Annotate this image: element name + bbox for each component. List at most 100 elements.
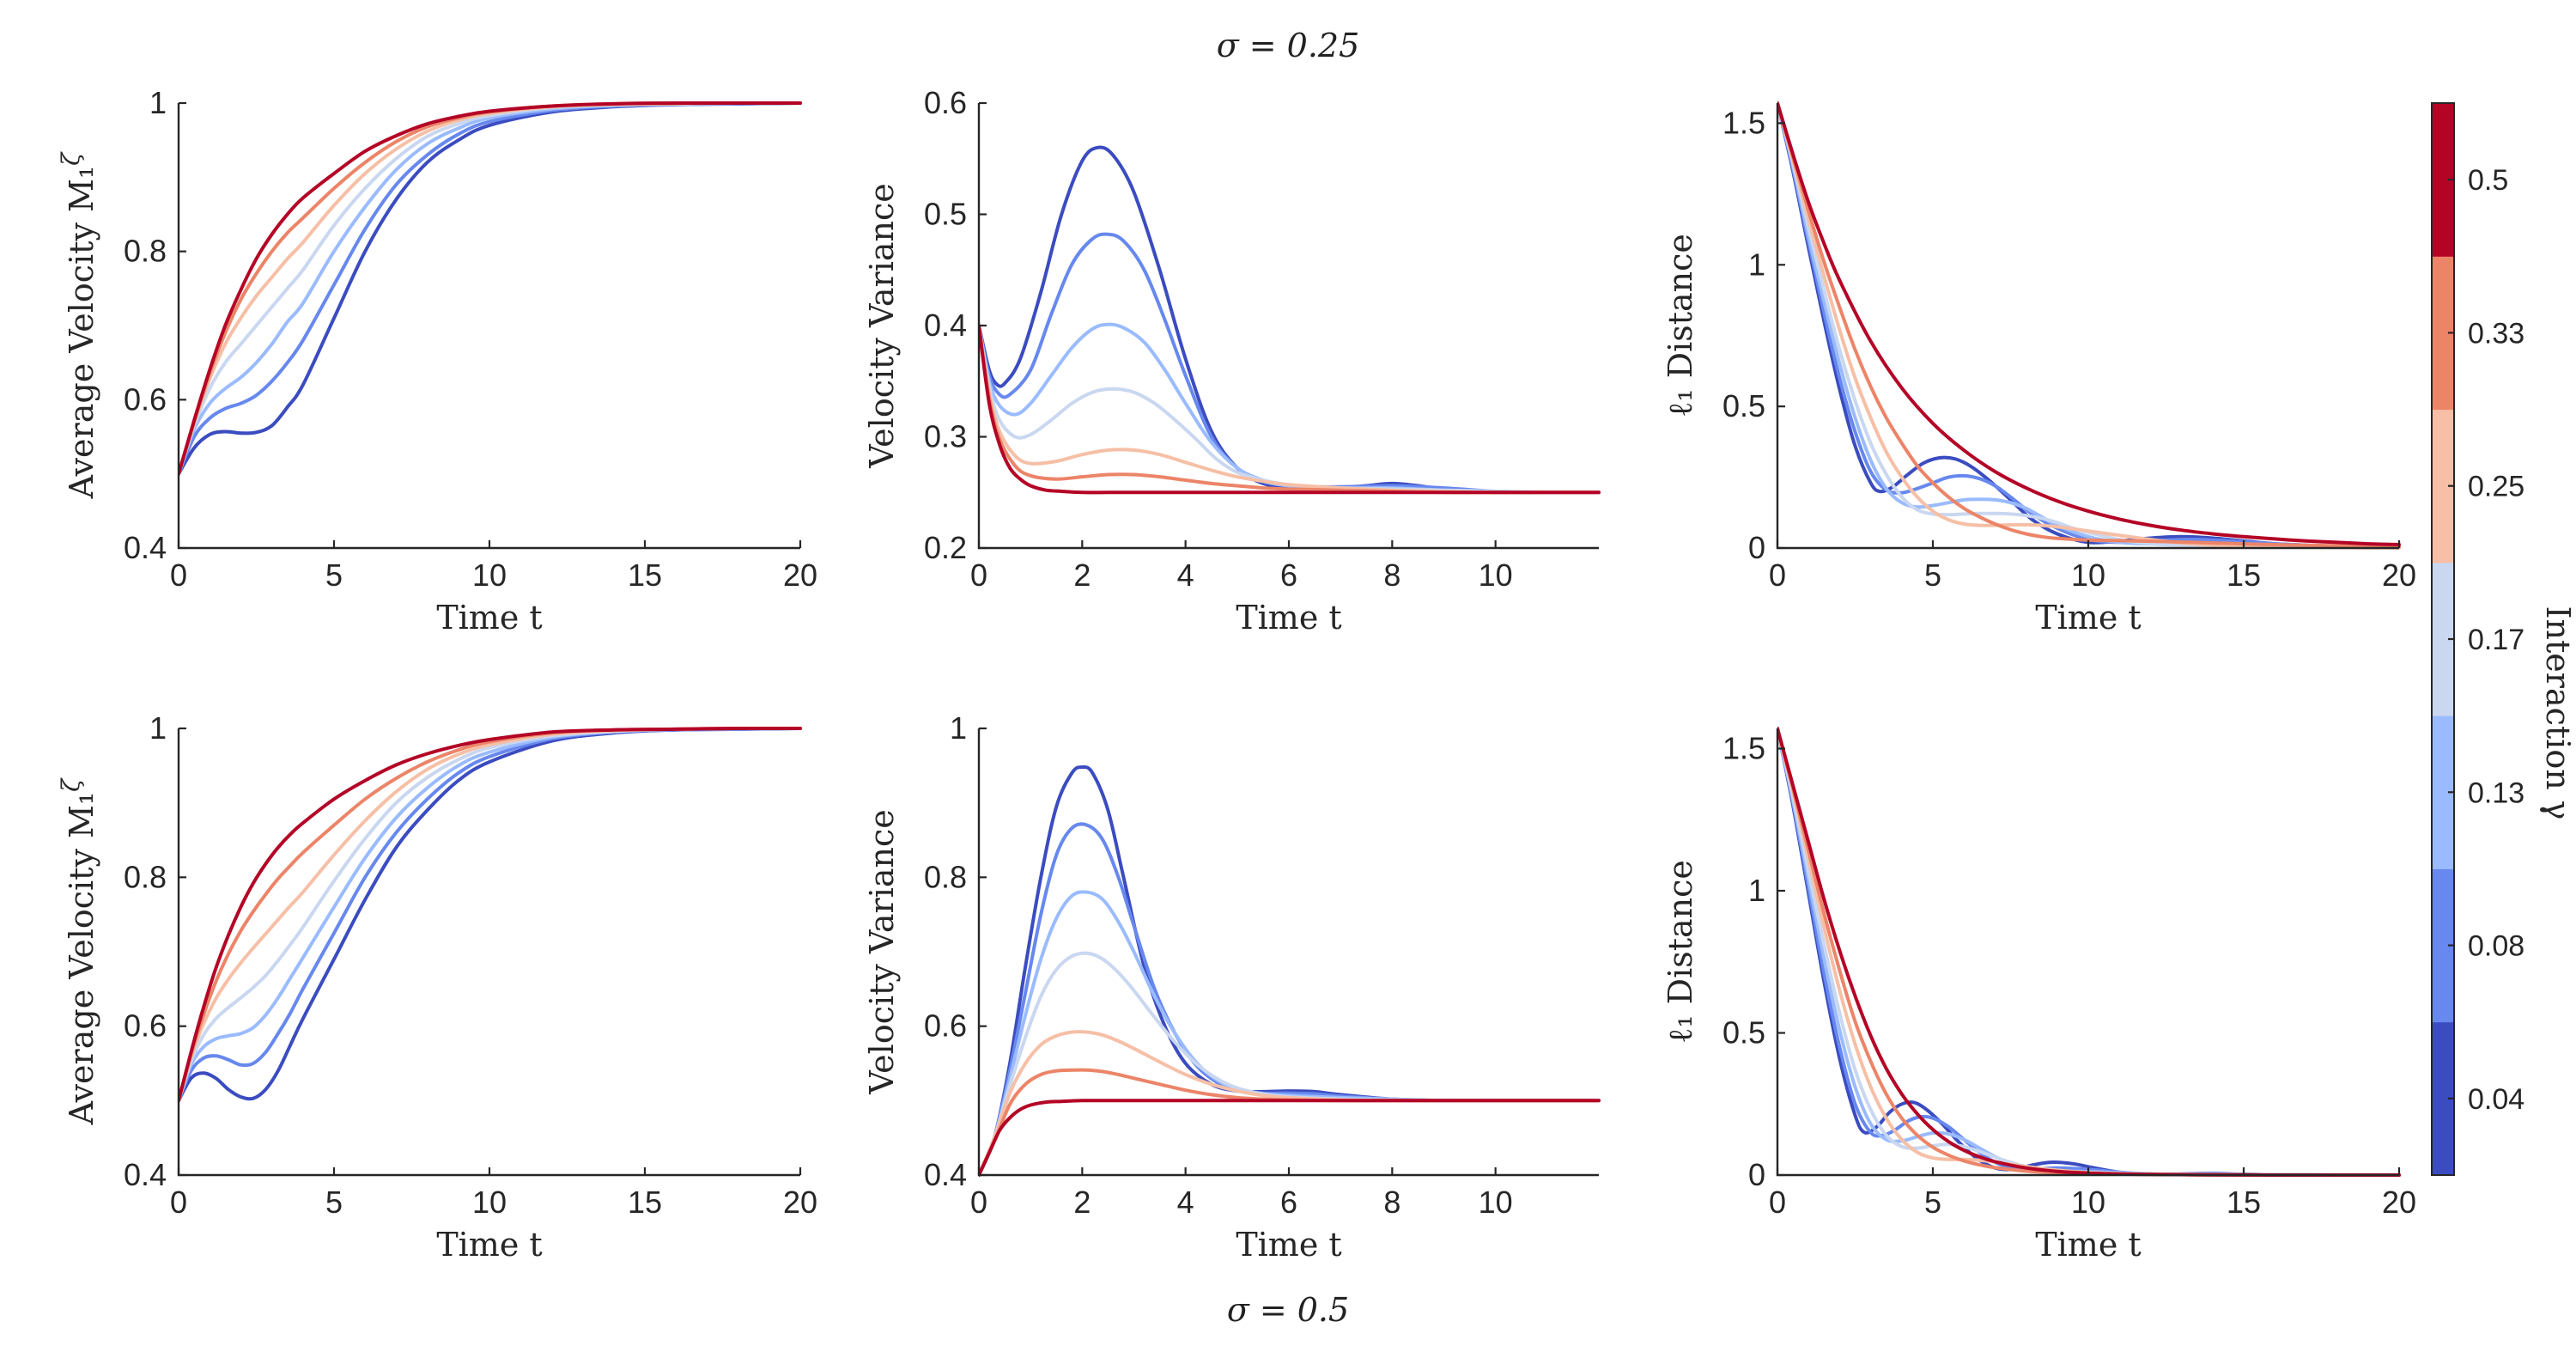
colorbar-tick-label: 0.04 (2468, 1083, 2524, 1116)
series-line-γ=0.5 (979, 1099, 1601, 1177)
series-line-γ=0.5 (179, 726, 802, 1103)
y-tick-label: 1 (1748, 873, 1765, 908)
x-tick-label: 10 (472, 1185, 507, 1220)
panel-bottom-middle: 0 2 4 6 8 10 0.4 0.6 0.8 1 Time t Velocity Variance (863, 710, 1601, 1264)
x-axis-label: Time t (2035, 599, 2141, 636)
y-tick-label: 0.3 (924, 419, 967, 454)
x-tick-label: 5 (1924, 1185, 1941, 1220)
x-tick-label: 0 (970, 557, 987, 593)
top-row-title: σ = 0.25 (1217, 27, 1360, 64)
series-line-γ=0.5 (1777, 101, 2401, 546)
y-tick-label: 0.5 (1722, 1015, 1765, 1051)
y-tick-label: 1 (149, 710, 167, 746)
x-tick-label: 10 (1479, 557, 1513, 593)
x-axis-label: Time t (436, 1226, 542, 1264)
x-tick-label: 0 (170, 1185, 187, 1220)
panel-top-left: 0 5 10 15 20 0.4 0.6 0.8 1 Time t Average Velocity… (57, 85, 817, 636)
y-tick-label: 0.8 (124, 859, 167, 894)
x-tick-label: 0 (1769, 1185, 1786, 1220)
x-tick-label: 20 (783, 557, 817, 593)
x-tick-label: 15 (2227, 557, 2261, 593)
x-tick-label: 15 (628, 1185, 662, 1220)
series-line-γ=0.5 (979, 324, 1601, 495)
x-tick-label: 2 (1073, 1185, 1091, 1220)
y-tick-label: 1 (149, 85, 167, 120)
y-tick-label: 0.8 (124, 234, 167, 269)
x-tick-label: 4 (1177, 1185, 1194, 1220)
panel-top-right: 0 5 10 15 20 0 0.5 1 1.5 Time t ℓ₁ Distance (1662, 101, 2416, 636)
x-axis-label: Time t (1236, 1226, 1341, 1264)
x-tick-label: 8 (1383, 1185, 1400, 1220)
series-group (979, 764, 1601, 1177)
colorbar-label: Interaction γ (2539, 606, 2576, 820)
x-tick-label: 2 (1073, 557, 1091, 593)
series-group (979, 145, 1601, 495)
x-tick-label: 10 (2071, 557, 2105, 593)
x-tick-label: 0 (1769, 557, 1786, 593)
x-tick-label: 0 (170, 557, 187, 593)
x-tick-label: 6 (1280, 1185, 1297, 1220)
series-line-γ=0.5 (179, 100, 802, 476)
colorbar-tick-label: 0.5 (2468, 164, 2508, 197)
y-tick-label: 0.4 (924, 308, 967, 343)
series-line-γ=0.08 (1777, 101, 2401, 550)
colorbar-tick-label: 0.13 (2468, 777, 2524, 809)
x-tick-label: 20 (2382, 1185, 2416, 1220)
y-tick-label: 1.5 (1722, 731, 1765, 766)
x-tick-label: 0 (970, 1185, 987, 1220)
x-tick-label: 20 (783, 1185, 817, 1220)
y-tick-label: 0.6 (924, 1008, 967, 1044)
x-axis-label: Time t (2035, 1226, 2141, 1264)
y-axis-label: Average Velocity M₁ζ (57, 151, 100, 499)
series-group (179, 100, 802, 476)
panel-top-middle: 0 2 4 6 8 10 0.2 0.3 0.4 0.5 0.6 Time t Velocity Var… (863, 85, 1601, 636)
x-tick-label: 4 (1177, 557, 1194, 593)
y-tick-label: 0 (1748, 530, 1765, 565)
y-tick-label: 0.6 (124, 381, 167, 417)
y-axis-label: Velocity Variance (863, 183, 901, 469)
series-group (179, 726, 802, 1103)
colorbar-tick-label: 0.08 (2468, 930, 2524, 963)
y-tick-label: 1.5 (1722, 105, 1765, 140)
y-tick-label: 0.6 (124, 1008, 167, 1044)
y-tick-label: 0.4 (924, 1157, 967, 1192)
x-axis-label: Time t (1236, 599, 1341, 636)
y-tick-label: 0.8 (924, 859, 967, 894)
x-tick-label: 5 (1924, 557, 1941, 593)
panel-bottom-right: 0 5 10 15 20 0 0.5 1 1.5 Time t ℓ₁ Distance (1662, 727, 2416, 1264)
x-tick-label: 15 (2227, 1185, 2261, 1220)
x-tick-label: 10 (2071, 1185, 2105, 1220)
y-tick-label: 0 (1748, 1157, 1765, 1192)
x-tick-label: 6 (1280, 557, 1297, 593)
bottom-row-title: σ = 0.5 (1227, 1291, 1349, 1329)
series-line-γ=0.33 (1777, 101, 2401, 549)
series-line-γ=0.08 (979, 232, 1601, 495)
colorbar-tick-label: 0.25 (2468, 471, 2524, 503)
y-tick-label: 0.2 (924, 530, 967, 565)
colorbar: 0.04 0.08 0.13 0.17 0.25 0.33 0.5 (2431, 102, 2524, 1176)
y-axis-label: Velocity Variance (863, 809, 901, 1095)
y-tick-label: 1 (1748, 247, 1765, 282)
x-tick-label: 5 (325, 1185, 343, 1220)
y-tick-label: 1 (950, 710, 967, 746)
x-tick-label: 15 (628, 557, 662, 593)
x-tick-label: 10 (1479, 1185, 1513, 1220)
panel-bottom-left: 0 5 10 15 20 0.4 0.6 0.8 1 Time t Average Velocity… (57, 710, 817, 1264)
y-axis-label: ℓ₁ Distance (1662, 860, 1699, 1044)
x-tick-label: 20 (2382, 557, 2416, 593)
colorbar-tick-label: 0.33 (2468, 317, 2524, 350)
y-tick-label: 0.4 (124, 1157, 167, 1192)
y-tick-label: 0.5 (1722, 388, 1765, 423)
colorbar-tick-label: 0.17 (2468, 624, 2524, 656)
x-axis-label: Time t (436, 599, 542, 636)
x-tick-label: 10 (472, 557, 507, 593)
y-tick-label: 0.6 (924, 85, 967, 120)
y-axis-label: Average Velocity M₁ζ (57, 777, 100, 1125)
x-tick-label: 8 (1383, 557, 1400, 593)
y-axis-label: ℓ₁ Distance (1662, 234, 1699, 417)
y-tick-label: 0.5 (924, 197, 967, 232)
y-tick-label: 0.4 (124, 530, 167, 565)
x-tick-label: 5 (325, 557, 343, 593)
